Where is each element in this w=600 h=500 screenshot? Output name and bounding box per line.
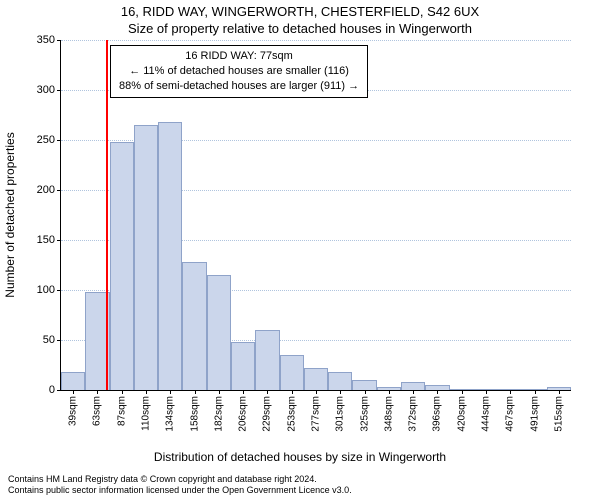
- xtick-mark: [195, 390, 196, 394]
- title-line-1: 16, RIDD WAY, WINGERWORTH, CHESTERFIELD,…: [0, 4, 600, 21]
- histogram-bar: [158, 122, 182, 390]
- xtick-label: 301sqm: [335, 396, 346, 432]
- xtick-label: 467sqm: [505, 396, 516, 432]
- xtick-label: 277sqm: [311, 396, 322, 432]
- histogram-bar: [255, 330, 279, 390]
- histogram-bar: [134, 125, 158, 390]
- xtick-mark: [413, 390, 414, 394]
- xtick-label: 325sqm: [359, 396, 370, 432]
- xtick-mark: [365, 390, 366, 394]
- ytick-label: 250: [15, 134, 55, 146]
- xtick-label: 134sqm: [165, 396, 176, 432]
- xtick-mark: [292, 390, 293, 394]
- ytick-label: 300: [15, 84, 55, 96]
- xtick-mark: [219, 390, 220, 394]
- histogram-bar: [110, 142, 134, 390]
- ytick-mark: [57, 340, 61, 341]
- histogram-bar: [352, 380, 376, 390]
- ytick-label: 50: [15, 334, 55, 346]
- xtick-label: 87sqm: [116, 396, 127, 426]
- xtick-mark: [389, 390, 390, 394]
- xtick-label: 515sqm: [553, 396, 564, 432]
- histogram-bar: [207, 275, 231, 390]
- xtick-label: 110sqm: [141, 396, 152, 431]
- xtick-mark: [146, 390, 147, 394]
- title-block: 16, RIDD WAY, WINGERWORTH, CHESTERFIELD,…: [0, 0, 600, 38]
- x-axis-label: Distribution of detached houses by size …: [0, 450, 600, 464]
- ytick-label: 350: [15, 34, 55, 46]
- xtick-mark: [535, 390, 536, 394]
- histogram-bar: [61, 372, 85, 390]
- histogram-bar: [280, 355, 304, 390]
- histogram-bar: [328, 372, 352, 390]
- ytick-mark: [57, 140, 61, 141]
- annotation-line-3: 88% of semi-detached houses are larger (…: [119, 79, 359, 94]
- xtick-mark: [510, 390, 511, 394]
- xtick-mark: [462, 390, 463, 394]
- marker-line: [106, 40, 108, 390]
- ytick-mark: [57, 90, 61, 91]
- xtick-mark: [316, 390, 317, 394]
- xtick-label: 182sqm: [213, 396, 224, 432]
- title-line-2: Size of property relative to detached ho…: [0, 21, 600, 38]
- xtick-label: 348sqm: [383, 396, 394, 432]
- xtick-mark: [97, 390, 98, 394]
- footer-attribution: Contains HM Land Registry data © Crown c…: [8, 474, 352, 496]
- chart-container: 16, RIDD WAY, WINGERWORTH, CHESTERFIELD,…: [0, 0, 600, 500]
- histogram-bar: [304, 368, 328, 390]
- ytick-label: 150: [15, 234, 55, 246]
- xtick-mark: [267, 390, 268, 394]
- xtick-label: 372sqm: [408, 396, 419, 432]
- xtick-label: 444sqm: [481, 396, 492, 432]
- histogram-bar: [182, 262, 206, 390]
- y-axis-label: Number of detached properties: [3, 132, 17, 297]
- xtick-label: 491sqm: [529, 396, 540, 432]
- footer-line-2: Contains public sector information licen…: [8, 485, 352, 496]
- xtick-label: 63sqm: [92, 396, 103, 426]
- annotation-box: 16 RIDD WAY: 77sqm ← 11% of detached hou…: [110, 45, 368, 98]
- ytick-label: 200: [15, 184, 55, 196]
- xtick-label: 158sqm: [189, 396, 200, 432]
- ytick-mark: [57, 190, 61, 191]
- ytick-mark: [57, 290, 61, 291]
- gridline: [61, 40, 571, 41]
- histogram-bar: [401, 382, 425, 390]
- xtick-mark: [170, 390, 171, 394]
- xtick-label: 39sqm: [68, 396, 79, 426]
- xtick-label: 253sqm: [286, 396, 297, 432]
- xtick-label: 420sqm: [456, 396, 467, 432]
- annotation-line-1: 16 RIDD WAY: 77sqm: [119, 49, 359, 64]
- xtick-label: 206sqm: [238, 396, 249, 432]
- ytick-label: 100: [15, 284, 55, 296]
- ytick-label: 0: [15, 384, 55, 396]
- xtick-label: 396sqm: [432, 396, 443, 432]
- xtick-mark: [437, 390, 438, 394]
- xtick-mark: [340, 390, 341, 394]
- xtick-mark: [486, 390, 487, 394]
- ytick-mark: [57, 390, 61, 391]
- annotation-line-2: ← 11% of detached houses are smaller (11…: [119, 64, 359, 79]
- footer-line-1: Contains HM Land Registry data © Crown c…: [8, 474, 352, 485]
- xtick-mark: [73, 390, 74, 394]
- xtick-mark: [243, 390, 244, 394]
- xtick-mark: [559, 390, 560, 394]
- ytick-mark: [57, 40, 61, 41]
- ytick-mark: [57, 240, 61, 241]
- xtick-mark: [122, 390, 123, 394]
- xtick-label: 229sqm: [262, 396, 273, 432]
- histogram-bar: [231, 342, 255, 390]
